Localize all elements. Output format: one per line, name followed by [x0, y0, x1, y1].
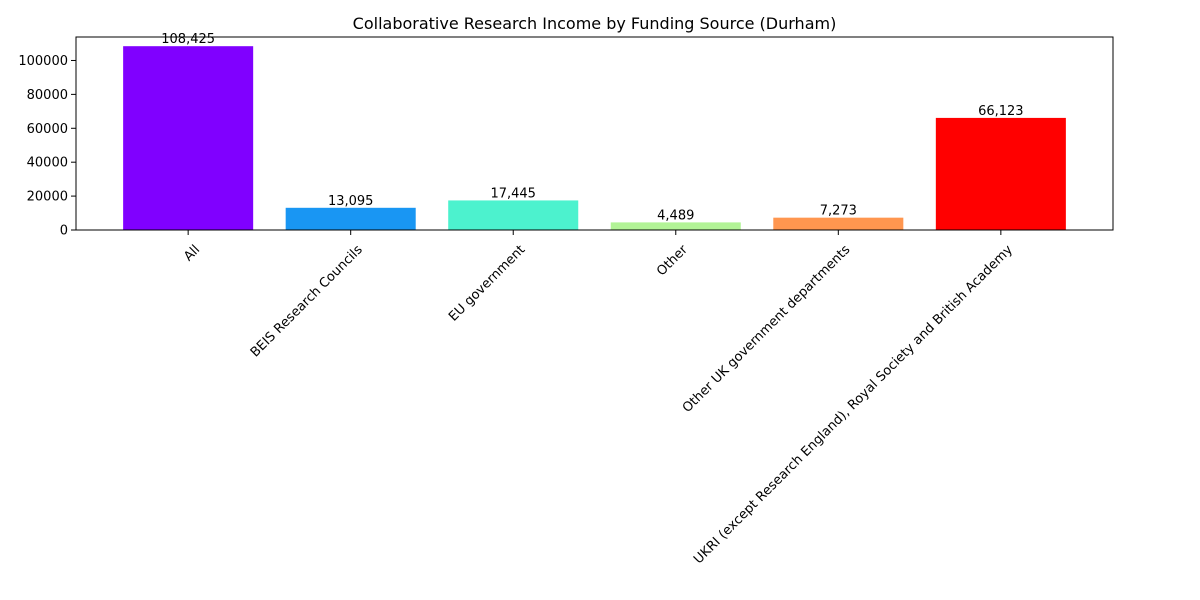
- x-axis: All BEIS Research Councils EU government Ot…: [181, 230, 1016, 567]
- data-label-4: 7,273: [820, 204, 857, 219]
- data-label-3: 4,489: [657, 208, 694, 223]
- bar-0: [123, 46, 254, 231]
- y-tick-label-3: 60000: [27, 122, 68, 137]
- y-tick-label-0: 0: [60, 224, 68, 239]
- y-tick-label-1: 20000: [27, 190, 68, 205]
- bar-5: [935, 117, 1066, 230]
- x-tick-label-1: BEIS Research Councils: [248, 242, 366, 360]
- bar-1: [285, 207, 416, 230]
- y-axis: 0 20000 40000 60000 80000 100000: [18, 54, 76, 239]
- data-label-1: 13,095: [328, 194, 374, 209]
- data-labels-group: 108,425 13,095 17,445 4,489 7,273 66,123: [161, 32, 1023, 223]
- bars-group: [123, 46, 1066, 231]
- data-label-2: 17,445: [490, 186, 536, 201]
- bar-3: [610, 222, 741, 230]
- data-label-5: 66,123: [978, 104, 1024, 119]
- y-tick-label-4: 80000: [27, 88, 68, 103]
- data-label-0: 108,425: [161, 32, 215, 47]
- chart-title: Collaborative Research Income by Funding…: [353, 14, 837, 33]
- bar-2: [448, 200, 579, 230]
- x-tick-label-3: Other: [654, 242, 691, 279]
- x-tick-label-2: EU government: [446, 242, 528, 324]
- y-tick-label-5: 100000: [18, 54, 68, 69]
- x-tick-label-5: UKRI (except Research England), Royal So…: [691, 242, 1016, 567]
- x-tick-label-4: Other UK government departments: [680, 242, 854, 416]
- y-tick-label-2: 40000: [27, 156, 68, 171]
- plot-frame: [75, 36, 1114, 231]
- bar-4: [773, 217, 904, 230]
- x-tick-label-0: All: [181, 242, 203, 264]
